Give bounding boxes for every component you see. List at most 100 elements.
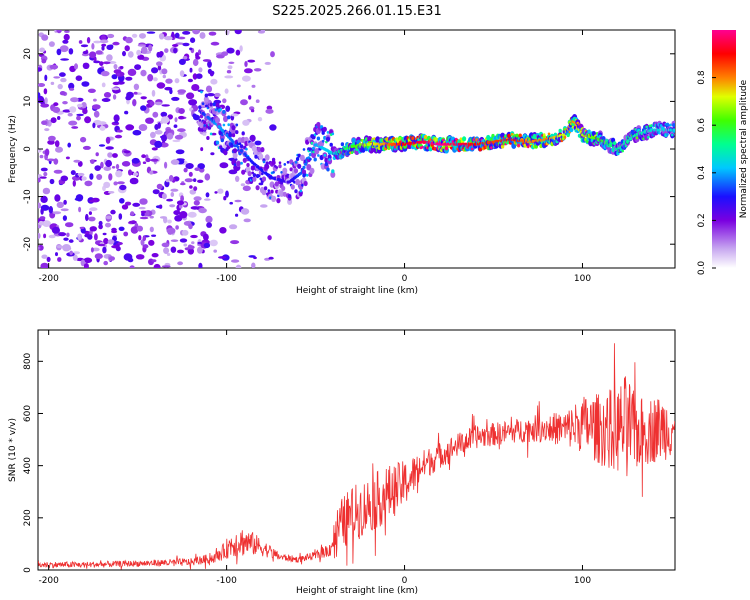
ridge-blob [303,180,308,187]
ridge-blob [500,144,505,149]
noise-speckle [43,233,47,239]
noise-speckle [221,51,229,56]
noise-speckle [68,82,75,90]
noise-speckle [150,158,159,162]
ridge-blob [231,128,236,135]
noise-speckle [161,104,170,107]
noise-speckle [101,98,111,102]
noise-speckle [63,199,67,205]
ridge-blob [227,123,230,127]
ridge-blob [222,123,226,127]
noise-speckle [48,135,56,142]
noise-speckle [111,166,116,169]
noise-speckle [151,259,157,263]
noise-speckle [187,245,195,250]
noise-speckle [77,233,82,240]
noise-speckle [92,122,96,129]
noise-speckle [190,37,196,43]
noise-speckle [179,204,183,209]
noise-speckle [81,81,90,87]
noise-speckle [189,185,193,189]
noise-speckle [266,105,273,111]
noise-speckle [164,48,169,53]
noise-speckle [209,239,218,247]
noise-speckle [204,173,211,181]
noise-speckle [85,213,89,222]
ridge-blob [294,189,298,194]
noise-speckle [210,152,215,156]
ridge-core [672,128,675,132]
ridge-blob [644,134,650,141]
noise-speckle [46,158,56,162]
noise-speckle [64,30,70,33]
noise-speckle [177,89,187,94]
ridge-blob [647,135,650,139]
ridge-blob [267,189,271,193]
noise-speckle [79,226,85,230]
noise-speckle [57,257,62,262]
snr-xtick-label: -200 [38,576,59,586]
noise-speckle [167,219,172,224]
noise-speckle [54,140,60,148]
noise-speckle [161,193,167,200]
noise-speckle [74,197,82,201]
noise-speckle [82,50,89,55]
noise-speckle [107,239,115,245]
noise-speckle [153,77,158,82]
noise-speckle [99,125,106,131]
noise-speckle [257,30,265,34]
noise-speckle [108,191,115,194]
noise-speckle [193,178,197,183]
noise-speckle [158,204,163,209]
noise-speckle [76,115,81,121]
noise-speckle [134,64,142,70]
noise-speckle [111,230,118,234]
noise-speckle [206,222,213,228]
ridge-blob [605,138,608,142]
noise-speckle [83,257,93,264]
noise-speckle [183,167,188,173]
spectrogram-ytick-label: -20 [23,237,33,252]
noise-speckle [41,120,48,125]
noise-speckle [173,124,178,128]
noise-speckle [197,246,203,254]
ridge-blob [272,170,275,174]
noise-speckle [175,225,179,230]
noise-speckle [177,128,186,133]
noise-speckle [260,204,268,208]
noise-speckle [160,112,168,117]
noise-speckle [59,72,66,77]
colorbar-tick-label: 0.4 [697,165,707,180]
ridge-blob [534,144,538,149]
noise-speckle [125,76,133,81]
noise-speckle [171,96,180,101]
ridge-blob [328,158,331,161]
noise-speckle [73,159,81,163]
noise-speckle [53,76,61,79]
noise-speckle [243,218,251,223]
noise-speckle [53,169,63,174]
ridge-blob [252,173,257,178]
noise-speckle [113,64,118,70]
noise-speckle [51,226,61,234]
noise-speckle [81,102,87,109]
noise-speckle [178,58,186,65]
noise-speckle [103,92,112,98]
noise-speckle [128,169,132,176]
noise-speckle [209,71,214,77]
ridge-blob [215,117,220,124]
noise-speckle [95,50,103,55]
ridge-blob [309,157,312,161]
noise-speckle [178,115,185,120]
noise-speckle [199,32,206,39]
noise-speckle [132,202,141,207]
noise-speckle [38,220,44,226]
noise-speckle [240,208,250,215]
ridge-blob [247,171,252,177]
ridge-blob [312,150,315,154]
noise-speckle [115,163,120,170]
noise-speckle [46,256,51,262]
ridge-blob [587,129,591,134]
noise-speckle [139,198,148,205]
ridge-blob [257,146,262,153]
